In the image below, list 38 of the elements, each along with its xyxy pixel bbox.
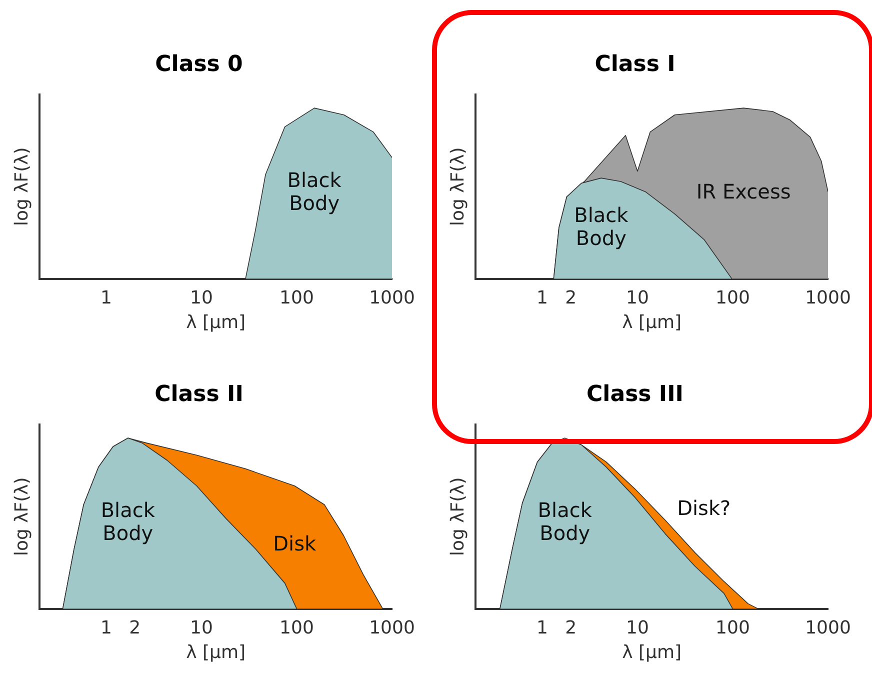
x-tick-label: 100 [280,287,314,308]
x-axis-title: λ [μm] [186,312,246,333]
x-tick-label: 1 [100,617,112,638]
x-tick-label: 1000 [369,617,415,638]
chart-title: Class 0 [155,52,243,77]
x-tick-label: 2 [129,617,141,638]
chart-title: Class III [586,382,684,407]
x-tick-label: 1000 [805,617,851,638]
x-axis-title: λ [μm] [622,312,682,333]
x-tick-label: 1000 [805,287,851,308]
x-tick-label: 10 [626,287,649,308]
x-tick-label: 100 [716,287,750,308]
series-label: Black Body [287,168,342,216]
x-tick-label: 10 [626,617,649,638]
x-tick-label: 2 [565,287,577,308]
series-label: Disk? [677,496,731,520]
y-axis-title: log λF(λ) [11,147,32,226]
x-tick-label: 1 [536,287,548,308]
x-tick-label: 10 [190,287,213,308]
x-tick-label: 100 [280,617,314,638]
series-label: IR Excess [696,180,791,204]
x-tick-label: 10 [190,617,213,638]
series-label: Black Body [574,203,629,250]
x-tick-label: 1000 [369,287,415,308]
y-axis-title: log λF(λ) [447,147,468,226]
chart-title: Class I [594,52,676,77]
x-tick-label: 2 [565,617,577,638]
x-tick-label: 100 [716,617,750,638]
y-axis-title: log λF(λ) [447,477,468,556]
chart-title: Class II [154,382,244,407]
x-tick-label: 1 [536,617,548,638]
x-axis-title: λ [μm] [622,642,682,663]
series-label: Black Body [100,498,156,546]
x-tick-label: 1 [100,287,112,308]
x-axis-title: λ [μm] [186,642,246,663]
series-label: Disk [273,531,316,556]
series-label: Black Body [538,498,592,546]
y-axis-title: log λF(λ) [11,477,32,556]
